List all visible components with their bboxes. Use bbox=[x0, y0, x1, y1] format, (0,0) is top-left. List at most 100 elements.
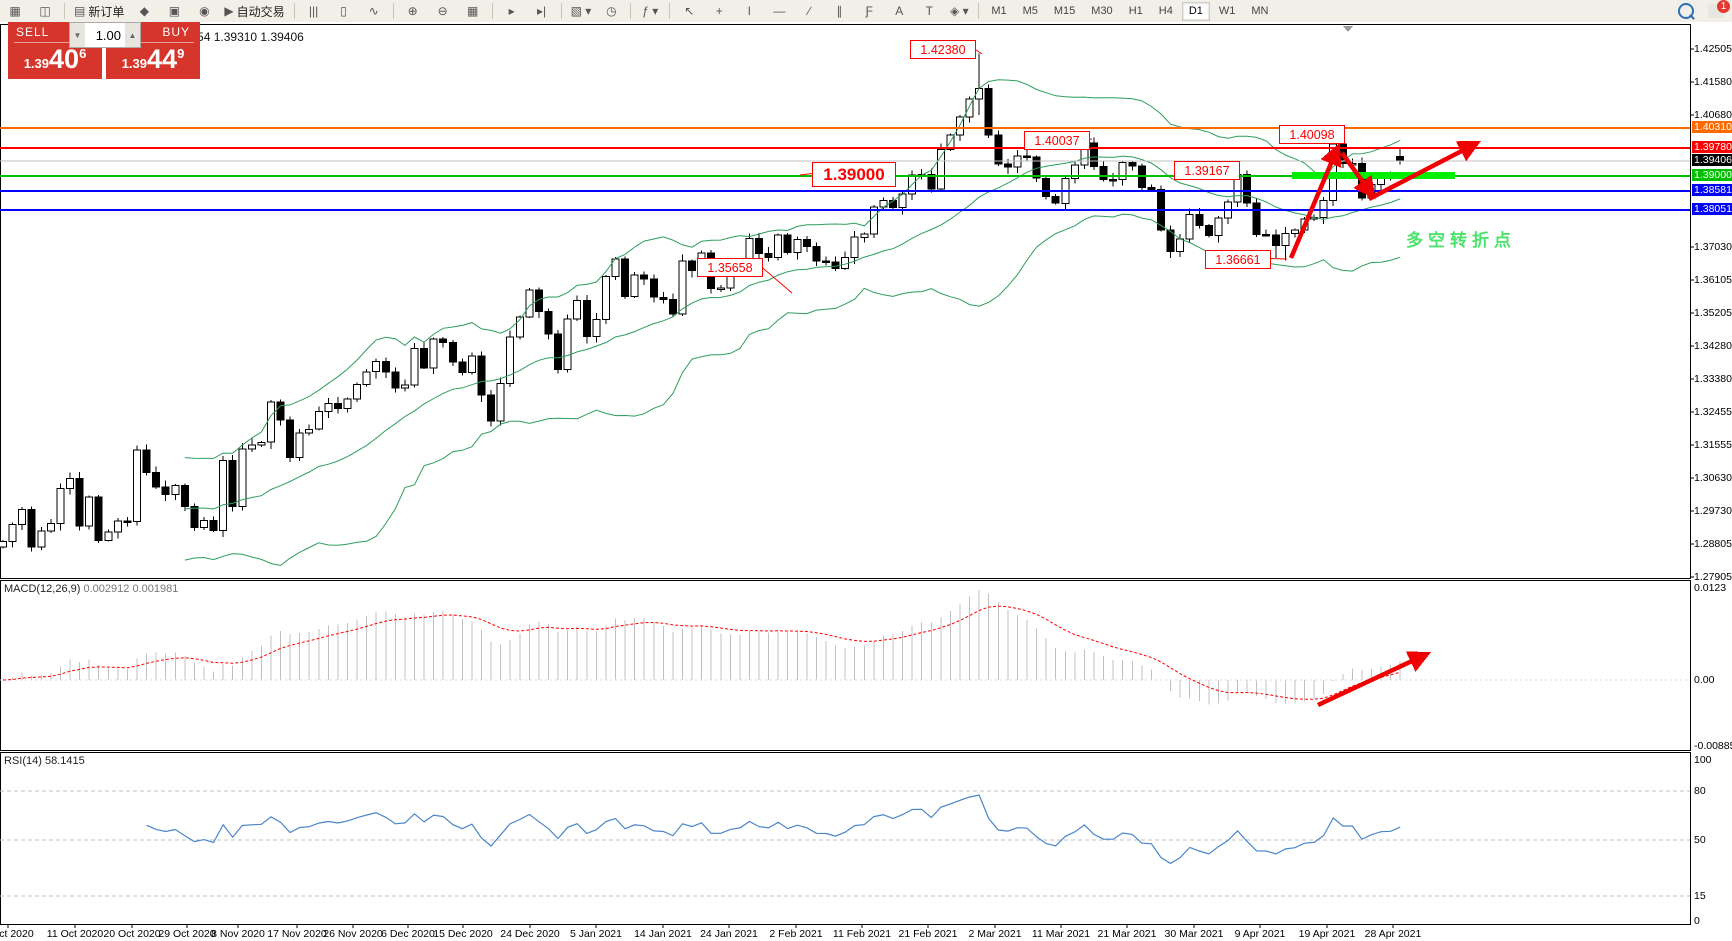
price-annotation[interactable]: 1.42380 bbox=[910, 40, 976, 59]
buy-button[interactable]: BUY 1.39449 bbox=[106, 22, 200, 79]
text-label-button[interactable]: T bbox=[915, 1, 943, 21]
new-order-icon: ▤ bbox=[74, 4, 86, 18]
price-tag: 1.39406 bbox=[1692, 154, 1732, 167]
tile-windows-icon: ▦ bbox=[466, 4, 479, 18]
rsi-axis-tick: 80 bbox=[1694, 785, 1706, 797]
fibonacci-button[interactable]: Ƒ bbox=[855, 1, 883, 21]
date-axis-label: 24 Dec 2020 bbox=[500, 928, 560, 940]
one-click-trading-panel: SELL 1.39406 BUY 1.39449 ▼ 1.00 ▲ bbox=[8, 22, 200, 79]
horizontal-line-button[interactable]: — bbox=[765, 1, 793, 21]
toolbar-separator bbox=[669, 3, 671, 19]
price-annotation[interactable]: 1.35658 bbox=[697, 258, 763, 277]
volume-stepper[interactable]: ▼ 1.00 ▲ bbox=[69, 22, 141, 48]
timeframe-h1-button[interactable]: H1 bbox=[1128, 5, 1143, 17]
volume-down-button[interactable]: ▼ bbox=[70, 23, 85, 47]
candlestick-chart-button[interactable]: ▯ bbox=[330, 1, 358, 21]
chart-window[interactable]: ▲ GBPUSD-,Daily 1.39536 1.39754 1.39310 … bbox=[0, 22, 1732, 941]
candlestick-chart-icon: ▯ bbox=[340, 4, 347, 18]
new-chart-button[interactable]: ▦ bbox=[1, 1, 29, 21]
indicators-button[interactable]: ƒ ▾ bbox=[636, 1, 664, 21]
equidistant-channel-button[interactable]: ∥ bbox=[825, 1, 853, 21]
price-axis-tick: 1.28805 bbox=[1694, 538, 1732, 551]
charts-cloud-button[interactable]: ▣ bbox=[160, 1, 188, 21]
indicators-icon: ƒ ▾ bbox=[642, 4, 659, 18]
timeframe-h4-button[interactable]: H4 bbox=[1158, 5, 1173, 17]
timeframe-mn-button[interactable]: MN bbox=[1251, 5, 1269, 17]
date-axis-label: 2 Mar 2021 bbox=[968, 928, 1022, 940]
profiles-button[interactable]: ◫ bbox=[31, 1, 59, 21]
price-axis-tick: 1.33380 bbox=[1694, 372, 1732, 385]
date-axis-label: 6 Dec 2020 bbox=[381, 928, 435, 940]
volume-value: 1.00 bbox=[95, 27, 121, 43]
timeframe-w1-button[interactable]: W1 bbox=[1218, 5, 1236, 17]
line-chart-icon: ∿ bbox=[368, 4, 379, 18]
zoom-in-button[interactable]: ⊕ bbox=[399, 1, 427, 21]
toolbar-separator bbox=[64, 3, 65, 19]
price-tag: 1.38581 bbox=[1692, 183, 1732, 196]
auto-trading-icon: ▶ bbox=[224, 4, 234, 18]
vertical-line-icon: ǀ bbox=[747, 4, 751, 18]
line-chart-button[interactable]: ∿ bbox=[360, 1, 388, 21]
auto-scroll-button[interactable]: ▸ bbox=[498, 1, 526, 21]
price-axis-tick: 1.36105 bbox=[1694, 274, 1732, 287]
metaquotes-button[interactable]: ◆ bbox=[130, 1, 158, 21]
equidistant-channel-icon: ∥ bbox=[836, 4, 843, 18]
crosshair-button[interactable]: + bbox=[705, 1, 733, 21]
signals-button[interactable]: ◉ bbox=[190, 1, 218, 21]
macd-axis-tick: 0.0123 bbox=[1694, 582, 1727, 594]
volume-up-button[interactable]: ▲ bbox=[125, 23, 140, 47]
macd-axis-tick: -0.008859 bbox=[1694, 740, 1732, 752]
price-tag: 1.39000 bbox=[1692, 168, 1732, 181]
new-order-button[interactable]: ▤ 新订单 bbox=[74, 4, 125, 19]
trendline-icon: ∕ bbox=[808, 4, 811, 18]
timeframe-m15-button[interactable]: M15 bbox=[1053, 5, 1076, 17]
period-icon: ◷ bbox=[606, 4, 617, 18]
shapes-button[interactable]: ◈ ▾ bbox=[945, 1, 973, 21]
timeframe-m30-button[interactable]: M30 bbox=[1091, 5, 1113, 17]
search-icon[interactable] bbox=[1678, 3, 1694, 19]
metaquotes-icon: ◆ bbox=[139, 4, 149, 18]
chart-shift-button[interactable]: ▸| bbox=[528, 1, 556, 21]
crosshair-icon: + bbox=[715, 4, 723, 18]
price-annotation[interactable]: 1.36661 bbox=[1205, 250, 1271, 269]
timeframe-m1-button[interactable]: M1 bbox=[991, 5, 1007, 17]
price-tag: 1.38051 bbox=[1692, 203, 1732, 216]
date-axis-label: 14 Jan 2021 bbox=[634, 928, 692, 940]
templates-button[interactable]: ▧ ▾ bbox=[567, 1, 596, 21]
price-annotation[interactable]: 1.39167 bbox=[1174, 161, 1240, 180]
price-tag: 1.40310 bbox=[1692, 121, 1732, 134]
toolbar-right: 1 bbox=[1678, 0, 1730, 19]
date-axis-label: 20 Oct 2020 bbox=[103, 928, 161, 940]
date-axis-label: 5 Jan 2021 bbox=[570, 928, 622, 940]
price-axis-tick: 1.35205 bbox=[1694, 306, 1732, 319]
cursor-button[interactable]: ↖ bbox=[675, 1, 703, 21]
price-annotation[interactable]: 1.39000 bbox=[812, 162, 896, 187]
bull-bear-turning-point-note: 多空转折点 bbox=[1406, 231, 1516, 250]
trendline-button[interactable]: ∕ bbox=[795, 1, 823, 21]
price-axis-tick: 1.42505 bbox=[1694, 43, 1732, 55]
price-axis-tick: 1.40680 bbox=[1694, 108, 1732, 121]
text-button[interactable]: A bbox=[885, 1, 913, 21]
toolbar-separator bbox=[560, 3, 562, 19]
charts-cloud-icon: ▣ bbox=[168, 4, 181, 18]
macd-signal-value: 0.001981 bbox=[132, 583, 179, 595]
vertical-line-button[interactable]: ǀ bbox=[735, 1, 763, 21]
date-axis-label: 17 Nov 2020 bbox=[267, 928, 327, 940]
zoom-out-button[interactable]: ⊖ bbox=[429, 1, 457, 21]
bar-chart-button[interactable]: ||| bbox=[300, 1, 328, 21]
date-axis-label: 11 Oct 2020 bbox=[46, 928, 104, 940]
rsi-axis-tick: 15 bbox=[1694, 890, 1706, 902]
auto-trading-button[interactable]: ▶ 自动交易 bbox=[224, 4, 285, 19]
timeframe-m5-button[interactable]: M5 bbox=[1022, 5, 1038, 17]
tile-windows-button[interactable]: ▦ bbox=[459, 1, 487, 21]
price-annotation[interactable]: 1.40098 bbox=[1279, 125, 1345, 144]
chat-bubble-icon[interactable]: 1 bbox=[1708, 0, 1730, 18]
text-label-icon: T bbox=[925, 4, 933, 18]
price-annotation[interactable]: 1.40037 bbox=[1024, 131, 1090, 150]
date-axis-label: 15 Dec 2020 bbox=[433, 928, 493, 940]
date-axis-label: 9 Apr 2021 bbox=[1234, 928, 1286, 940]
timeframe-d1-button[interactable]: D1 bbox=[1181, 1, 1210, 21]
date-axis-label: 11 Feb 2021 bbox=[832, 928, 892, 940]
period-button[interactable]: ◷ bbox=[597, 1, 625, 21]
